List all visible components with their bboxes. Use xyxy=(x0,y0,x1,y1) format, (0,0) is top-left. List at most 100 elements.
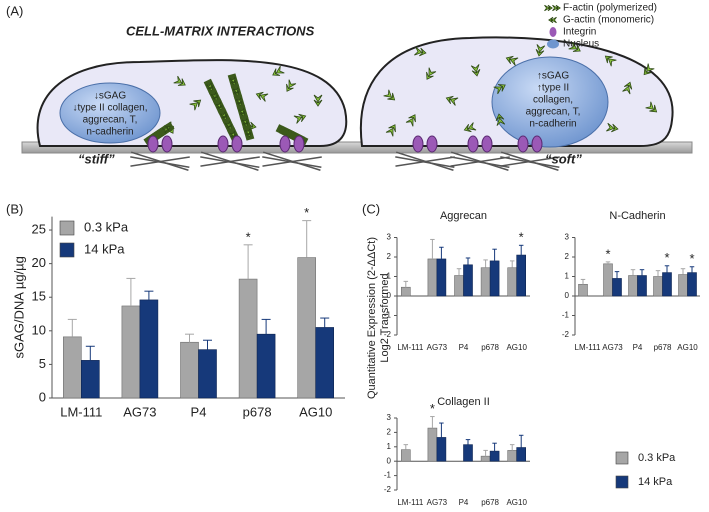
x-tick-label: LM-111 xyxy=(575,343,601,352)
g-actin xyxy=(161,126,171,134)
diagram: (A) CELL-MATRIX INTERACTIONS ↓sGAG↓type … xyxy=(6,3,693,171)
x-tick-label: P4 xyxy=(191,404,207,419)
error-bar xyxy=(630,269,636,276)
integrin xyxy=(217,135,229,153)
bar xyxy=(81,360,100,399)
g-actin xyxy=(383,89,396,101)
chart: -2 -1 0 1 2 3 N-Cadherin LM-111 AG73 P4 p678 AG10 * *… xyxy=(562,210,700,352)
legend-label: 14 kPa xyxy=(84,241,125,256)
error-bar xyxy=(144,290,154,300)
x-tick-label: LM-111 xyxy=(397,343,423,352)
substrate-label: “stiff” xyxy=(78,151,115,166)
g-actin xyxy=(426,67,437,80)
bar xyxy=(436,258,447,297)
error-bar xyxy=(185,333,194,343)
bar xyxy=(678,274,688,297)
error-bar xyxy=(492,248,497,261)
g-actin xyxy=(206,82,214,92)
bar xyxy=(427,258,438,297)
nucleus-text: ↓sGAG xyxy=(94,91,126,102)
chart: -2 -1 0 1 2 3 Collagen II LM-111 AG73 P4 p678 AG10 * xyxy=(384,396,530,507)
error-bar xyxy=(430,238,435,259)
error-bar xyxy=(302,220,312,258)
integrin xyxy=(481,135,493,153)
g-actin xyxy=(293,113,307,124)
bar xyxy=(480,267,491,297)
g-actin xyxy=(385,124,396,137)
error-bar xyxy=(430,416,435,429)
g-actin xyxy=(606,122,619,133)
error-bar xyxy=(465,439,471,445)
error-bar xyxy=(320,317,330,328)
bar xyxy=(180,341,199,399)
nucleus-text: ↑sGAG xyxy=(537,71,569,82)
legend-label: F-actin (polymerized) xyxy=(563,3,657,14)
x-tick-label: AG73 xyxy=(427,343,448,352)
y-tick-label: -2 xyxy=(384,485,392,494)
integrin xyxy=(279,135,291,153)
significance-marker: * xyxy=(430,401,435,416)
g-actin xyxy=(414,46,427,57)
bar xyxy=(436,437,447,462)
g-actin xyxy=(173,75,186,86)
bar xyxy=(463,444,473,462)
error-bar xyxy=(655,270,661,277)
bar xyxy=(121,305,141,399)
nucleus-text: ↑type II xyxy=(537,83,569,94)
chart: 0 5 10 15 20 25 sGAG/DNA µg/µg LM-111 AG73 P4 p678… xyxy=(11,205,345,419)
nucleus xyxy=(59,82,161,144)
nucleus-text: aggrecan, T, xyxy=(83,115,138,126)
significance-marker: * xyxy=(689,251,694,266)
g-actin xyxy=(493,84,506,95)
matrix-fiber xyxy=(130,151,189,171)
g-actin xyxy=(220,111,228,121)
error-bar xyxy=(664,265,670,273)
y-tick-label: -1 xyxy=(562,311,570,320)
g-actin xyxy=(552,4,561,12)
g-actin xyxy=(445,95,459,106)
nucleus-text: aggrecan, T, xyxy=(526,107,581,118)
x-tick-label: LM-111 xyxy=(60,404,102,419)
legend-swatch xyxy=(59,220,75,236)
g-actin xyxy=(568,41,581,52)
bar xyxy=(489,260,500,297)
substrate xyxy=(21,141,693,154)
integrin xyxy=(412,135,424,153)
x-tick-label: AG73 xyxy=(602,343,623,352)
matrix-fiber xyxy=(500,151,559,171)
g-actin xyxy=(535,44,546,57)
integrin xyxy=(231,135,243,153)
y-tick-label: 3 xyxy=(387,233,392,242)
x-tick-label: AG73 xyxy=(427,498,448,507)
error-bar xyxy=(689,266,695,273)
bar xyxy=(315,327,335,399)
y-axis-label: Log2 Transformed xyxy=(379,273,391,362)
error-bar xyxy=(439,246,444,259)
g-actin xyxy=(189,99,202,111)
bar xyxy=(603,263,613,297)
bar xyxy=(612,278,622,297)
error-bar xyxy=(605,261,611,264)
y-tick-label: 25 xyxy=(32,221,46,236)
bar xyxy=(62,336,82,399)
matrix-fiber xyxy=(450,151,509,171)
g-actin xyxy=(238,107,246,117)
bar xyxy=(463,264,473,297)
error-bar xyxy=(580,278,586,285)
error-bar xyxy=(261,318,271,335)
integrin xyxy=(531,135,543,153)
significance-marker: * xyxy=(304,205,309,220)
error-bar xyxy=(639,269,645,276)
bar xyxy=(628,275,638,297)
error-bar xyxy=(126,277,136,306)
g-actin xyxy=(229,76,237,86)
y-tick-label: 0 xyxy=(39,389,46,404)
error-bar xyxy=(614,271,620,279)
bar xyxy=(400,286,411,297)
x-tick-label: LM-111 xyxy=(397,498,423,507)
y-tick-label: 0 xyxy=(565,291,570,300)
significance-marker: * xyxy=(246,229,251,244)
error-bar xyxy=(67,318,77,337)
